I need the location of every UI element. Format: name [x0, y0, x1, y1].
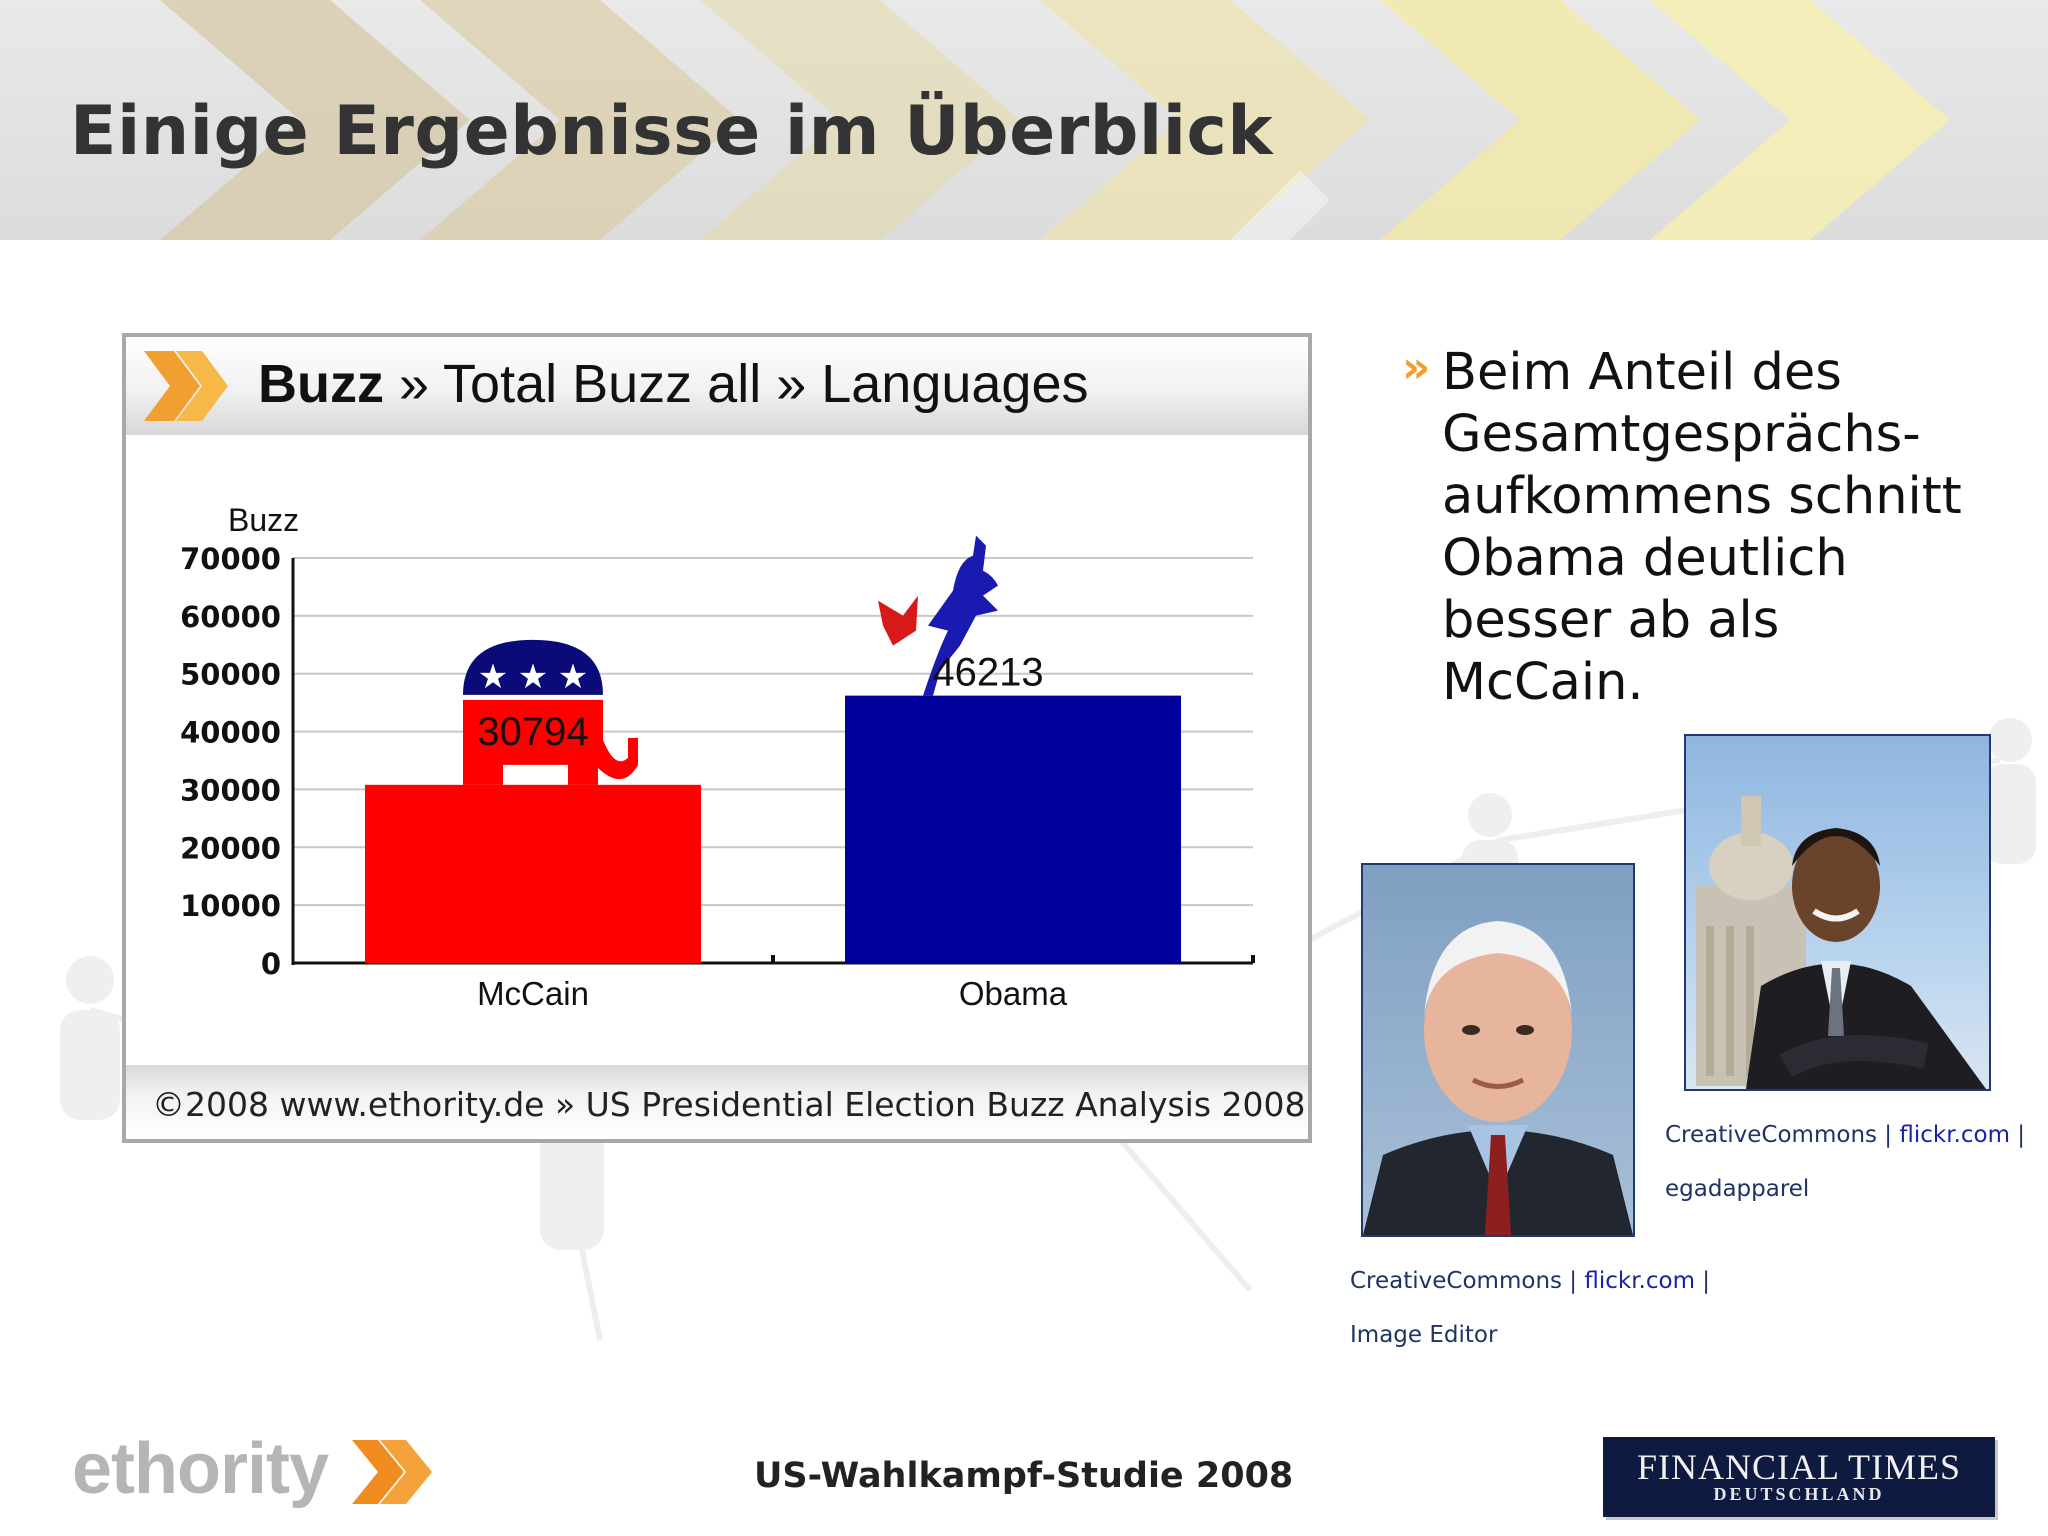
y-axis-label: Buzz	[228, 502, 299, 538]
financial-times-logo: FINANCIAL TIMES DEUTSCHLAND	[1603, 1437, 1995, 1517]
chart-panel: Buzz » Total Buzz all » Languages Buzz 0 1…	[122, 333, 1312, 1143]
x-category-label: McCain	[477, 975, 589, 1012]
double-chevron-icon	[144, 351, 228, 421]
obama-photo	[1684, 734, 1991, 1091]
elephant-body-icon	[463, 699, 638, 785]
bullet-text: Beim Anteil des Gesamtgesprächs-aufkomme…	[1442, 343, 1962, 712]
y-tick-label: 30000	[180, 773, 281, 807]
obama-credit-link[interactable]: flickr.com	[1899, 1122, 2010, 1148]
elephant-star-icon: ★	[558, 657, 588, 697]
obama-credit-author: egadapparel	[1665, 1176, 1810, 1202]
mccain-photo	[1361, 863, 1635, 1237]
y-tick-label: 70000	[180, 542, 281, 576]
y-tick-label: 10000	[180, 889, 281, 923]
donkey-icon	[923, 535, 998, 696]
chart-heading: Buzz » Total Buzz all » Languages	[258, 353, 1089, 415]
ethority-logo-word: ethority	[72, 1429, 329, 1509]
chart-footer: ©2008 www.ethority.de » US Presidential …	[126, 1065, 1308, 1139]
ft-logo-subtitle: DEUTSCHLAND	[1713, 1484, 1885, 1504]
header-chevrons-decoration	[160, 0, 1950, 240]
ethority-chevron-icon	[352, 1440, 432, 1504]
mccain-photo-credit: CreativeCommons | flickr.com | Image Edi…	[1350, 1254, 1710, 1362]
chart-header: Buzz » Total Buzz all » Languages	[126, 337, 1308, 435]
data-label: 46213	[932, 651, 1043, 695]
mccain-credit-author: Image Editor	[1350, 1322, 1498, 1348]
chart-heading-bold: Buzz	[258, 354, 384, 414]
bar-mccain	[365, 784, 701, 963]
slide-title: Einige Ergebnisse im Überblick	[70, 92, 1274, 171]
header-band: Einige Ergebnisse im Überblick	[0, 0, 2048, 240]
bar-chart: Buzz 0 10000 20000 30000 40000 50000 60000 70000…	[180, 502, 1255, 1012]
x-category-label: Obama	[959, 975, 1068, 1012]
elephant-star-icon: ★	[518, 657, 548, 697]
elephant-star-icon: ★	[478, 657, 508, 697]
y-tick-label: 0	[261, 947, 281, 981]
obama-photo-credit: CreativeCommons | flickr.com | egadappar…	[1665, 1108, 2025, 1216]
ft-logo-title: FINANCIAL TIMES	[1636, 1447, 1961, 1487]
y-tick-label: 20000	[180, 831, 281, 865]
bullet-marker: »	[1402, 342, 1431, 393]
mccain-credit-link[interactable]: flickr.com	[1584, 1268, 1695, 1294]
obama-credit-source: CreativeCommons	[1665, 1122, 1877, 1148]
obama-credit-sep1: |	[1877, 1122, 1900, 1148]
chart-heading-rest: » Total Buzz all » Languages	[383, 354, 1089, 414]
obama-portrait-illustration	[1696, 796, 1986, 1089]
mccain-credit-sep2: |	[1695, 1268, 1711, 1294]
bar-obama	[845, 695, 1181, 963]
mccain-credit-source: CreativeCommons	[1350, 1268, 1562, 1294]
data-label: 30794	[477, 710, 588, 754]
footer-title: US-Wahlkampf-Studie 2008	[754, 1456, 1294, 1496]
donkey-red-part-icon	[878, 595, 918, 646]
y-tick-label: 40000	[180, 716, 281, 750]
elephant-head-icon	[463, 639, 603, 695]
y-tick-label: 50000	[180, 658, 281, 692]
mccain-portrait-illustration	[1363, 921, 1633, 1235]
chart-source-text: ©2008 www.ethority.de » US Presidential …	[152, 1085, 1306, 1124]
mccain-credit-sep1: |	[1562, 1268, 1585, 1294]
y-tick-label: 60000	[180, 600, 281, 634]
obama-credit-sep2: |	[2010, 1122, 2026, 1148]
